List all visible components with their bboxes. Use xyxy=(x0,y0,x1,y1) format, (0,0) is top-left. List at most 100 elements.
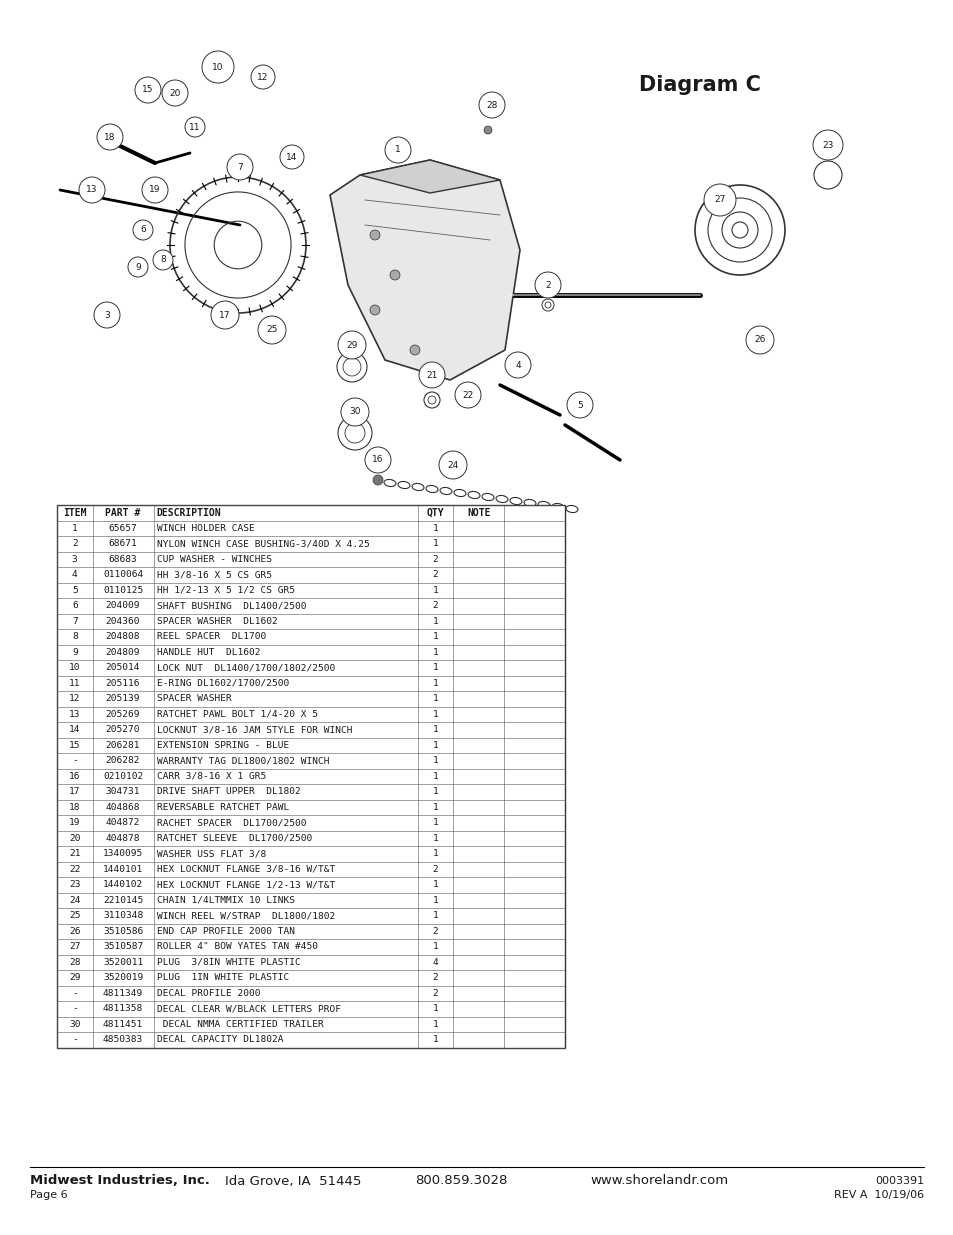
Text: 1: 1 xyxy=(432,524,437,532)
Text: 13: 13 xyxy=(69,710,80,719)
Text: 2: 2 xyxy=(432,555,437,563)
Text: 404868: 404868 xyxy=(106,803,140,811)
Text: 26: 26 xyxy=(69,926,80,936)
Text: 0210102: 0210102 xyxy=(103,772,143,781)
Text: -: - xyxy=(71,756,77,766)
Circle shape xyxy=(94,303,120,329)
Circle shape xyxy=(566,391,593,417)
Text: 21: 21 xyxy=(69,850,80,858)
Circle shape xyxy=(162,80,188,106)
Text: 1: 1 xyxy=(432,616,437,626)
Circle shape xyxy=(418,362,444,388)
Circle shape xyxy=(257,316,286,345)
Text: 3510587: 3510587 xyxy=(103,942,143,951)
Text: 1440102: 1440102 xyxy=(103,881,143,889)
Text: 2: 2 xyxy=(71,540,77,548)
Circle shape xyxy=(142,177,168,203)
Text: 12: 12 xyxy=(257,73,269,82)
Text: 206282: 206282 xyxy=(106,756,140,766)
Circle shape xyxy=(97,124,123,149)
Text: 2: 2 xyxy=(432,926,437,936)
Text: END CAP PROFILE 2000 TAN: END CAP PROFILE 2000 TAN xyxy=(156,926,294,936)
Text: 2: 2 xyxy=(432,989,437,998)
Circle shape xyxy=(373,475,382,485)
Text: REEL SPACER  DL1700: REEL SPACER DL1700 xyxy=(156,632,266,641)
Text: 1: 1 xyxy=(432,772,437,781)
Circle shape xyxy=(280,144,304,169)
Text: 29: 29 xyxy=(346,341,357,350)
Text: EXTENSION SPRING - BLUE: EXTENSION SPRING - BLUE xyxy=(156,741,289,750)
Text: 24: 24 xyxy=(447,461,458,469)
Text: 20: 20 xyxy=(69,834,80,842)
Text: 1: 1 xyxy=(432,819,437,827)
Text: 0003391: 0003391 xyxy=(874,1176,923,1186)
Text: ITEM: ITEM xyxy=(63,508,87,517)
Text: 5: 5 xyxy=(577,400,582,410)
Text: 205116: 205116 xyxy=(106,679,140,688)
Circle shape xyxy=(390,270,399,280)
Text: 17: 17 xyxy=(219,310,231,320)
Text: 404878: 404878 xyxy=(106,834,140,842)
Text: 404872: 404872 xyxy=(106,819,140,827)
Text: 1: 1 xyxy=(432,787,437,797)
Text: WINCH HOLDER CASE: WINCH HOLDER CASE xyxy=(156,524,254,532)
Text: 20: 20 xyxy=(169,89,180,98)
Text: DRIVE SHAFT UPPER  DL1802: DRIVE SHAFT UPPER DL1802 xyxy=(156,787,300,797)
Text: 1: 1 xyxy=(432,803,437,811)
Text: 11: 11 xyxy=(189,122,200,131)
Text: 1: 1 xyxy=(432,1020,437,1029)
Text: 2210145: 2210145 xyxy=(103,895,143,905)
Text: 204808: 204808 xyxy=(106,632,140,641)
Text: RACHET SPACER  DL1700/2500: RACHET SPACER DL1700/2500 xyxy=(156,819,306,827)
Text: 22: 22 xyxy=(462,390,473,399)
Text: E-RING DL1602/1700/2500: E-RING DL1602/1700/2500 xyxy=(156,679,289,688)
Text: DECAL NMMA CERTIFIED TRAILER: DECAL NMMA CERTIFIED TRAILER xyxy=(156,1020,323,1029)
Circle shape xyxy=(79,177,105,203)
Circle shape xyxy=(337,331,366,359)
Text: 1: 1 xyxy=(432,710,437,719)
Circle shape xyxy=(185,117,205,137)
Circle shape xyxy=(745,326,773,354)
Text: 3510586: 3510586 xyxy=(103,926,143,936)
Text: 1: 1 xyxy=(432,1035,437,1045)
Text: 1: 1 xyxy=(432,741,437,750)
Text: 65657: 65657 xyxy=(109,524,137,532)
Text: 16: 16 xyxy=(372,456,383,464)
Text: 19: 19 xyxy=(149,185,161,194)
Text: 7: 7 xyxy=(237,163,243,172)
Text: 29: 29 xyxy=(69,973,80,982)
Circle shape xyxy=(483,126,492,135)
Text: 23: 23 xyxy=(821,141,833,149)
Text: 24: 24 xyxy=(69,895,80,905)
Text: Ida Grove, IA  51445: Ida Grove, IA 51445 xyxy=(225,1174,361,1188)
Text: 6: 6 xyxy=(140,226,146,235)
Text: Midwest Industries, Inc.: Midwest Industries, Inc. xyxy=(30,1174,210,1188)
Bar xyxy=(57,505,564,1047)
Text: 8: 8 xyxy=(71,632,77,641)
Text: 1: 1 xyxy=(432,540,437,548)
Text: ROLLER 4" BOW YATES TAN #450: ROLLER 4" BOW YATES TAN #450 xyxy=(156,942,317,951)
Circle shape xyxy=(227,154,253,180)
Text: 4: 4 xyxy=(432,958,437,967)
Text: 205139: 205139 xyxy=(106,694,140,703)
Circle shape xyxy=(251,65,274,89)
Text: 1: 1 xyxy=(432,647,437,657)
Circle shape xyxy=(535,272,560,298)
Text: 25: 25 xyxy=(69,911,80,920)
Bar xyxy=(57,505,564,1047)
Text: 10: 10 xyxy=(69,663,80,672)
Text: 2: 2 xyxy=(432,864,437,873)
Text: NYLON WINCH CASE BUSHING-3/40D X 4.25: NYLON WINCH CASE BUSHING-3/40D X 4.25 xyxy=(156,540,369,548)
Text: 2: 2 xyxy=(432,973,437,982)
Text: PLUG  1IN WHITE PLASTIC: PLUG 1IN WHITE PLASTIC xyxy=(156,973,289,982)
Text: www.shorelandr.com: www.shorelandr.com xyxy=(589,1174,727,1188)
Text: 0110064: 0110064 xyxy=(103,571,143,579)
Text: 5: 5 xyxy=(71,585,77,595)
Text: 12: 12 xyxy=(69,694,80,703)
Text: LOCK NUT  DL1400/1700/1802/2500: LOCK NUT DL1400/1700/1802/2500 xyxy=(156,663,335,672)
Text: RATCHET SLEEVE  DL1700/2500: RATCHET SLEEVE DL1700/2500 xyxy=(156,834,312,842)
Text: 11: 11 xyxy=(69,679,80,688)
Text: 17: 17 xyxy=(69,787,80,797)
Text: HH 3/8-16 X 5 CS GR5: HH 3/8-16 X 5 CS GR5 xyxy=(156,571,272,579)
Text: 206281: 206281 xyxy=(106,741,140,750)
